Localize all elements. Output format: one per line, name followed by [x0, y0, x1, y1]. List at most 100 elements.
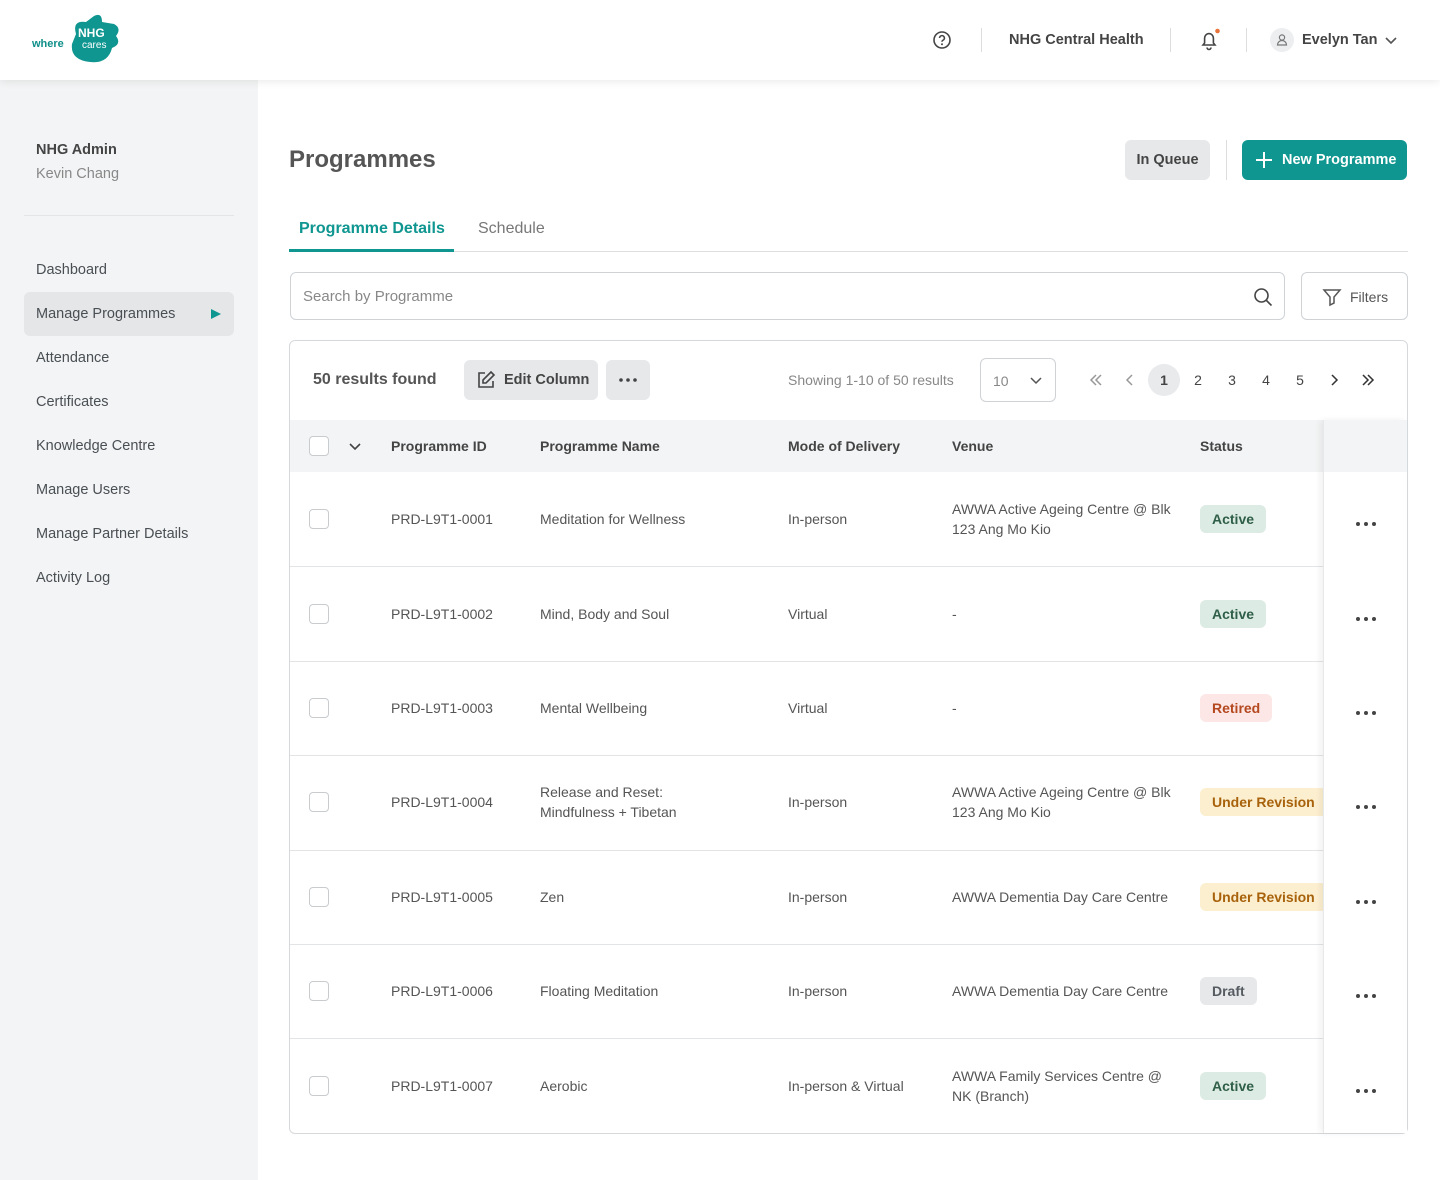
button-label: Edit Column — [504, 372, 590, 388]
mode-of-delivery: In-person — [788, 794, 848, 811]
avatar[interactable] — [1270, 28, 1294, 52]
first-page[interactable] — [1088, 372, 1104, 388]
next-page[interactable] — [1326, 372, 1342, 388]
page-number[interactable]: 1 — [1148, 364, 1180, 396]
row-actions[interactable] — [1355, 610, 1377, 628]
column-header[interactable]: Programme ID — [391, 438, 487, 454]
search-box[interactable]: Search by Programme — [290, 272, 1285, 320]
page-size-select[interactable]: 10 — [980, 358, 1056, 402]
page-number[interactable]: 4 — [1262, 372, 1270, 388]
row-checkbox[interactable] — [309, 698, 329, 718]
user-menu-chevron[interactable] — [1384, 33, 1398, 47]
row-actions[interactable] — [1355, 704, 1377, 722]
more-icon — [1356, 899, 1376, 904]
nav-item[interactable]: Certificates — [36, 394, 109, 410]
search-placeholder: Search by Programme — [303, 288, 454, 305]
mode-of-delivery: Virtual — [788, 605, 828, 622]
row-checkbox[interactable] — [309, 981, 329, 1002]
mode-of-delivery: In-person — [788, 888, 848, 905]
logo-text: where — [32, 38, 64, 50]
programme-id: PRD-L9T1-0004 — [391, 794, 493, 811]
row-actions[interactable] — [1355, 1082, 1377, 1100]
status-badge: Active — [1200, 1071, 1267, 1100]
column-header[interactable]: Status — [1200, 438, 1243, 454]
programme-name: Aerobic — [540, 1077, 588, 1094]
column-header[interactable]: Mode of Delivery — [788, 438, 901, 454]
row-divider — [290, 660, 1407, 662]
more-button[interactable] — [606, 360, 650, 400]
row-actions[interactable] — [1355, 515, 1377, 533]
actions-header — [1324, 420, 1407, 472]
table-header — [290, 420, 1407, 472]
tab[interactable]: Programme Details — [299, 220, 445, 237]
page-number[interactable]: 2 — [1194, 372, 1202, 388]
status-badge: Active — [1200, 599, 1267, 628]
row-checkbox[interactable] — [309, 1075, 329, 1096]
logo-mark[interactable] — [68, 14, 122, 66]
button-label: Filters — [1350, 289, 1389, 305]
row-checkbox[interactable] — [309, 886, 329, 907]
divider — [981, 28, 982, 52]
search-icon[interactable] — [1253, 287, 1273, 307]
nav-item[interactable]: Knowledge Centre — [36, 438, 156, 454]
venue: AWWA Active Ageing Centre @ Blk 123 Ang … — [952, 501, 1171, 538]
row-checkbox[interactable] — [309, 603, 329, 624]
actions-column — [1323, 420, 1407, 1133]
divider — [1246, 28, 1247, 52]
in-queue-button[interactable]: In Queue — [1125, 140, 1210, 180]
nav-item[interactable]: Manage Programmes — [24, 292, 234, 336]
showing-text: Showing 1-10 of 50 results — [788, 372, 954, 388]
tab-indicator — [289, 249, 454, 252]
sidebar: NHG Admin Kevin Chang Dashboard Manage P… — [0, 80, 258, 1180]
chevron-down — [1030, 377, 1042, 385]
row-actions[interactable] — [1355, 893, 1377, 911]
plus-icon — [1256, 152, 1272, 168]
row-divider — [290, 944, 1407, 945]
select-all-checkbox[interactable] — [309, 436, 329, 456]
row-checkbox[interactable] — [309, 509, 329, 530]
mode-of-delivery: Virtual — [788, 700, 828, 716]
logo-text: NHG — [78, 26, 105, 40]
active-indicator — [211, 309, 221, 319]
row-divider — [290, 849, 1407, 851]
edit-column-button[interactable]: Edit Column — [464, 360, 598, 400]
divider — [1226, 140, 1227, 180]
filter-icon — [1322, 289, 1342, 307]
column-header[interactable]: Venue — [952, 438, 994, 454]
programme-id: PRD-L9T1-0006 — [391, 983, 493, 1000]
tab[interactable]: Schedule — [478, 220, 545, 237]
button-label: New Programme — [1282, 152, 1397, 168]
column-header[interactable]: Programme Name — [540, 438, 660, 454]
programme-name: Floating Meditation — [540, 983, 659, 1000]
status-badge: Under Revision — [1200, 882, 1327, 911]
venue: - — [952, 700, 957, 716]
help-icon[interactable] — [932, 30, 952, 50]
status-badge: Active — [1200, 505, 1267, 534]
last-page[interactable] — [1360, 372, 1376, 388]
page-number[interactable]: 3 — [1228, 372, 1236, 388]
notification-icon[interactable] — [1198, 28, 1222, 52]
nav-item[interactable]: Manage Partner Details — [36, 526, 189, 542]
programme-name: Mental Wellbeing — [540, 700, 648, 716]
nav-item[interactable]: Manage Users — [36, 482, 131, 498]
programme-id: PRD-L9T1-0001 — [391, 511, 493, 528]
filters-button[interactable]: Filters — [1301, 272, 1408, 320]
nav-item[interactable]: Activity Log — [36, 570, 111, 586]
more-icon — [1356, 805, 1376, 810]
row-actions[interactable] — [1355, 798, 1377, 816]
status-badge: Retired — [1200, 694, 1273, 722]
row-actions[interactable] — [1355, 987, 1377, 1005]
nav-item[interactable]: Attendance — [36, 350, 110, 366]
status-badge: Draft — [1200, 977, 1257, 1006]
nav-item[interactable]: Dashboard — [36, 262, 107, 278]
account-name: Kevin Chang — [36, 166, 120, 182]
mode-of-delivery: In-person — [788, 511, 848, 528]
more-icon — [1356, 522, 1376, 527]
previous-page[interactable] — [1122, 372, 1138, 388]
user-name[interactable]: Evelyn Tan — [1302, 32, 1378, 48]
select-menu-chevron[interactable] — [347, 438, 363, 454]
venue: AWWA Active Ageing Centre @ Blk 123 Ang … — [952, 784, 1171, 821]
organisation[interactable]: NHG Central Health — [1009, 32, 1144, 48]
page-number[interactable]: 5 — [1296, 372, 1304, 388]
row-checkbox[interactable] — [309, 792, 329, 813]
